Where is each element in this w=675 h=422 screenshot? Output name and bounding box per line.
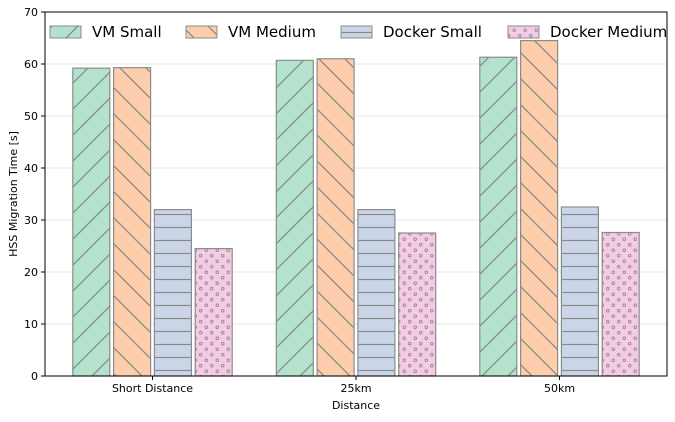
bar-docker-medium <box>194 248 233 377</box>
x-axis-label: Distance <box>332 399 380 412</box>
y-tick-label: 0 <box>31 370 38 383</box>
y-axis: 0 10 20 30 40 50 60 70 <box>24 6 45 383</box>
x-tick-label: 25km <box>340 382 371 395</box>
bar-vm-medium <box>112 67 152 377</box>
legend-label: Docker Medium <box>550 23 667 41</box>
bars <box>72 39 640 377</box>
y-axis-label: HSS Migration Time [s] <box>7 131 20 257</box>
bar-vm-small <box>479 56 518 377</box>
bar-vm-medium <box>519 39 559 377</box>
bar-docker-medium <box>398 232 437 377</box>
y-tick-label: 40 <box>24 162 38 175</box>
x-axis: Short Distance 25km 50km <box>112 376 575 395</box>
x-tick-label: Short Distance <box>112 382 193 395</box>
y-tick-label: 10 <box>24 318 38 331</box>
bar-vm-small <box>275 59 314 377</box>
legend-swatch <box>340 25 373 39</box>
y-tick-label: 70 <box>24 6 38 19</box>
y-tick-label: 60 <box>24 58 38 71</box>
bar-docker-small <box>357 209 396 377</box>
y-tick-label: 20 <box>24 266 38 279</box>
bar-vm-small <box>72 67 111 377</box>
y-tick-label: 50 <box>24 110 38 123</box>
bar-vm-medium <box>316 58 355 377</box>
legend-swatch <box>185 25 218 39</box>
bar-docker-small <box>153 209 192 377</box>
legend-label: VM Medium <box>228 23 316 41</box>
legend-label: Docker Small <box>383 23 482 41</box>
legend-swatch <box>49 25 82 39</box>
y-tick-label: 30 <box>24 214 38 227</box>
legend-label: VM Small <box>92 23 162 41</box>
bar-docker-small <box>560 206 600 377</box>
legend: VM Small VM Medium Docker Small Docker Medi… <box>49 23 667 41</box>
bar-docker-medium <box>601 231 640 377</box>
x-tick-label: 50km <box>544 382 575 395</box>
legend-swatch <box>507 25 540 39</box>
